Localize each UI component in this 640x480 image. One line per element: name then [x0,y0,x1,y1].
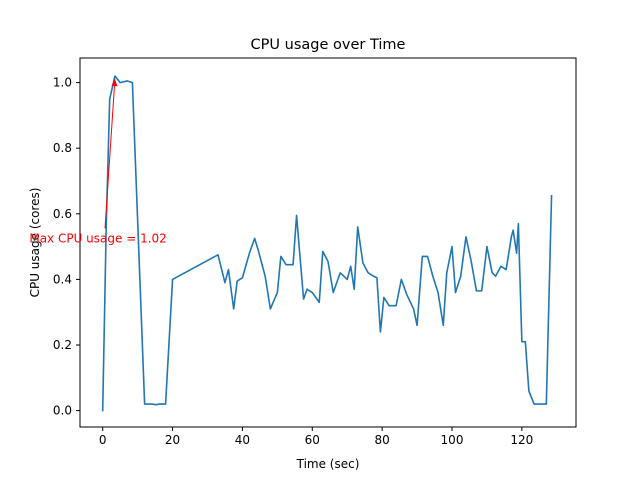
x-tick-label: 120 [510,433,533,447]
y-tick-label: 0.6 [53,207,72,221]
x-tick-label: 80 [375,433,390,447]
series-line [101,75,553,412]
x-axis-label: Time (sec) [296,457,360,471]
annotation-arrowhead [111,79,118,87]
y-tick-label: 1.0 [53,76,72,90]
plot-frame [79,57,577,428]
y-axis-label: CPU usage (cores) [28,188,42,298]
y-tick-label: 0.0 [53,404,72,418]
annotation-label: Max CPU usage = 1.02 [29,231,166,245]
y-tick-label: 0.2 [53,338,72,352]
y-tick-label: 0.8 [53,141,72,155]
annotation-arrow [104,79,116,229]
x-tick-label: 100 [441,433,464,447]
x-tick-label: 60 [305,433,320,447]
x-tick-label: 0 [99,433,107,447]
x-tick-label: 40 [235,433,250,447]
chart-title: CPU usage over Time [251,37,406,53]
y-tick-label: 0.4 [53,272,72,286]
x-tick-label: 20 [165,433,180,447]
